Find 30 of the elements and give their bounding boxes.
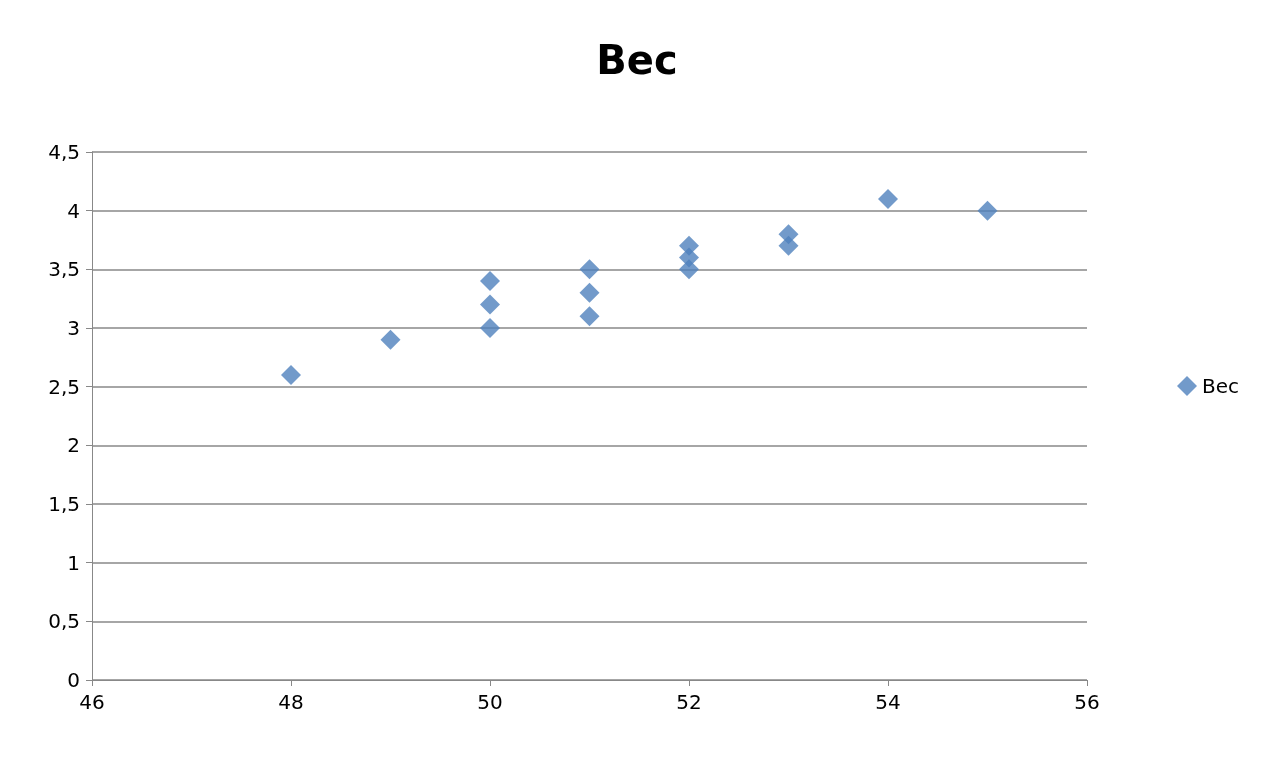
y-tick-label: 2,5 [48, 374, 80, 399]
x-tick-label: 48 [278, 690, 304, 714]
y-tick-label: 1 [67, 550, 80, 575]
legend-label: Вес [1201, 374, 1240, 398]
y-tick-label: 3,5 [48, 257, 80, 282]
point [579, 282, 600, 303]
y-tick-label: 4,5 [48, 140, 80, 164]
y-tick-label: 0 [67, 668, 80, 692]
point [579, 306, 600, 327]
point [878, 188, 898, 209]
point [480, 318, 500, 338]
y-tick-label: 0,5 [48, 609, 80, 634]
y-tick-label: 1,5 [48, 492, 80, 516]
point [480, 294, 500, 315]
point [579, 259, 600, 280]
point [679, 259, 699, 280]
point [977, 200, 998, 221]
y-tick-label: 3 [67, 316, 80, 340]
chart-title: Вес [596, 37, 678, 83]
x-tick-label: 46 [79, 690, 105, 714]
point [480, 271, 500, 292]
y-tick-label: 4 [67, 198, 80, 223]
x-tick-label: 56 [1074, 690, 1100, 714]
point [380, 329, 401, 350]
point [281, 364, 301, 385]
x-tick-label: 54 [875, 690, 901, 714]
x-tick-label: 50 [477, 690, 503, 714]
point [778, 235, 799, 256]
y-tick-label: 2 [67, 433, 80, 458]
x-tick-label: 52 [676, 690, 702, 714]
